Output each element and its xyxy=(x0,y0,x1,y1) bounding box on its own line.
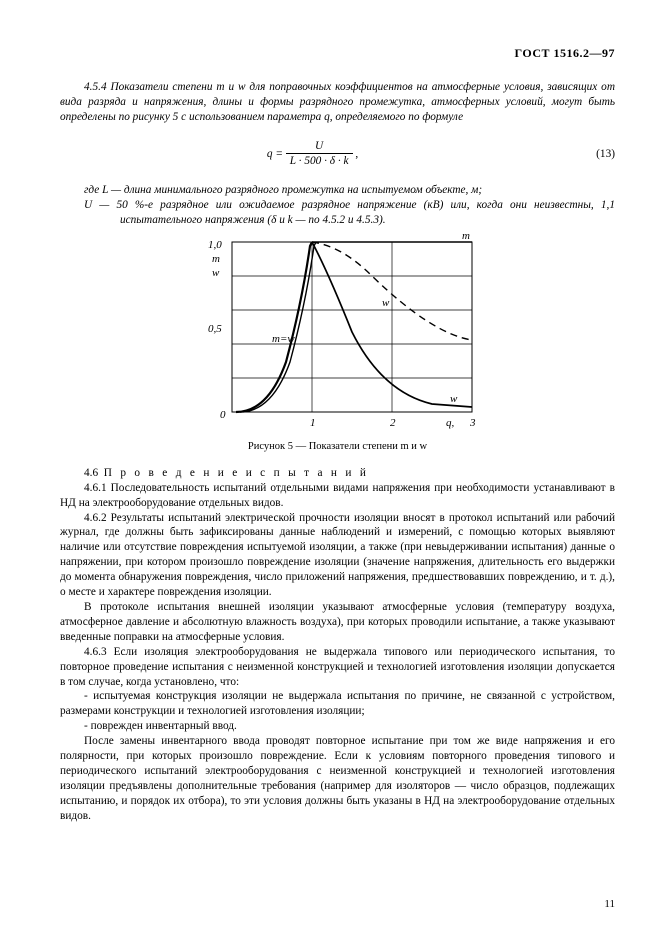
section-46: 4.6 П р о в е д е н и е и с п ы т а н и … xyxy=(60,466,615,481)
where-L: где L — длина минимального разрядного пр… xyxy=(60,183,615,198)
svg-text:m: m xyxy=(212,253,220,265)
figure-caption: Рисунок 5 — Показатели степени m и w xyxy=(60,440,615,454)
numerator: U xyxy=(286,139,353,155)
eq-tail: , xyxy=(355,148,358,160)
svg-text:w: w xyxy=(382,297,390,309)
para-454: 4.5.4 Показатели степени m и w для попра… xyxy=(60,80,615,125)
para-461: 4.6.1 Последовательность испытаний отдел… xyxy=(60,481,615,511)
svg-text:w: w xyxy=(450,393,458,405)
txt: 4.5.4 Показатели степени m и w для попра… xyxy=(60,81,615,123)
s46-text: 4.6 П р о в е д е н и е и с п ы т а н и … xyxy=(84,467,369,479)
where-U: U — 50 %-е разрядное или ожидаемое разря… xyxy=(60,198,615,228)
page: ГОСТ 1516.2—97 4.5.4 Показатели степени … xyxy=(0,0,661,936)
para-463: 4.6.3 Если изоляция электрооборудования … xyxy=(60,645,615,690)
svg-text:m=w: m=w xyxy=(272,333,295,345)
bullet-2: - поврежден инвентарный ввод. xyxy=(60,719,615,734)
page-number: 11 xyxy=(604,897,615,912)
fraction: U L · 500 · δ · k xyxy=(286,139,353,170)
bullet-1: - испытуемая конструкция изоляции не выд… xyxy=(60,689,615,719)
svg-text:q,: q, xyxy=(446,417,455,429)
svg-text:w: w xyxy=(212,267,220,279)
para-462b: В протоколе испытания внешней изоляции у… xyxy=(60,600,615,645)
svg-text:1,0: 1,0 xyxy=(208,239,222,251)
chart-svg: m w m=w w 1,0 m w 0,5 0 1 2 q, 3 xyxy=(188,234,488,429)
para-463b: После замены инвентарного ввода проводят… xyxy=(60,734,615,823)
para-462: 4.6.2 Результаты испытаний электрической… xyxy=(60,511,615,600)
doc-header: ГОСТ 1516.2—97 xyxy=(60,46,615,62)
caption-text: Рисунок 5 — Показатели степени m и w xyxy=(248,441,427,452)
denominator: L · 500 · δ · k xyxy=(286,154,353,169)
equation-13: q = U L · 500 · δ · k , (13) xyxy=(60,139,615,170)
svg-text:3: 3 xyxy=(469,417,476,429)
figure-5: m w m=w w 1,0 m w 0,5 0 1 2 q, 3 xyxy=(60,234,615,434)
svg-text:0,5: 0,5 xyxy=(208,323,222,335)
equation-number: (13) xyxy=(565,147,615,162)
eq-lhs: q = xyxy=(267,148,283,160)
equation-body: q = U L · 500 · δ · k , xyxy=(60,139,565,170)
svg-text:1: 1 xyxy=(310,417,316,429)
svg-text:2: 2 xyxy=(390,417,396,429)
svg-text:0: 0 xyxy=(220,409,226,421)
svg-text:m: m xyxy=(462,234,470,242)
